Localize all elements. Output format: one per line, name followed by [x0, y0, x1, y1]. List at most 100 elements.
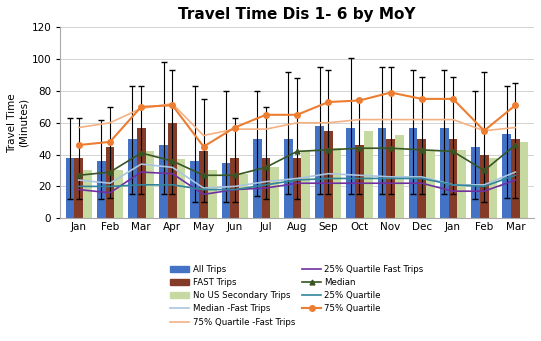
Median — [232, 173, 238, 177]
Legend: All Trips, FAST Trips, No US Secondary Trips, Median -Fast Trips, 75% Quartile -: All Trips, FAST Trips, No US Secondary T… — [170, 265, 424, 327]
Median — [169, 159, 176, 163]
75% Quartile -Fast Trips — [450, 118, 456, 122]
Bar — [284, 139, 293, 218]
Median -Fast Trips — [356, 173, 362, 177]
Median — [138, 151, 144, 155]
Bar — [511, 139, 520, 218]
Median — [419, 148, 425, 152]
Median — [262, 165, 269, 169]
75% Quartile -Fast Trips — [200, 133, 207, 137]
25% Quartile — [356, 176, 362, 180]
Bar — [386, 139, 395, 218]
25% Quartile Fast Trips — [512, 178, 519, 182]
75% Quartile -Fast Trips — [356, 118, 362, 122]
Median -Fast Trips — [512, 170, 519, 174]
Median — [512, 143, 519, 147]
Bar — [261, 158, 270, 218]
25% Quartile Fast Trips — [107, 191, 113, 195]
Bar — [489, 158, 497, 218]
75% Quartile — [232, 125, 238, 130]
Median -Fast Trips — [325, 172, 332, 176]
Bar — [190, 161, 199, 218]
Bar — [270, 167, 279, 218]
25% Quartile — [387, 176, 394, 180]
Bar — [230, 158, 239, 218]
Median — [107, 170, 113, 174]
Median -Fast Trips — [262, 180, 269, 184]
Bar — [315, 126, 324, 218]
75% Quartile — [356, 99, 362, 103]
Bar — [128, 139, 137, 218]
Median -Fast Trips — [200, 186, 207, 190]
Median — [481, 168, 487, 173]
25% Quartile Fast Trips — [262, 186, 269, 190]
Bar — [324, 131, 333, 218]
Bar — [457, 150, 466, 218]
Median -Fast Trips — [294, 176, 300, 180]
Line: 25% Quartile: 25% Quartile — [79, 175, 516, 190]
25% Quartile — [512, 173, 519, 177]
25% Quartile Fast Trips — [232, 188, 238, 192]
25% Quartile — [450, 183, 456, 187]
Bar — [222, 163, 230, 218]
75% Quartile -Fast Trips — [325, 121, 332, 125]
75% Quartile -Fast Trips — [387, 118, 394, 122]
75% Quartile — [325, 100, 332, 104]
75% Quartile — [512, 103, 519, 107]
25% Quartile Fast Trips — [138, 170, 144, 174]
25% Quartile Fast Trips — [356, 181, 362, 185]
75% Quartile -Fast Trips — [419, 118, 425, 122]
75% Quartile -Fast Trips — [76, 125, 82, 130]
Median — [450, 149, 456, 153]
Bar — [208, 170, 216, 218]
Bar — [105, 147, 114, 218]
25% Quartile — [232, 188, 238, 192]
25% Quartile Fast Trips — [450, 189, 456, 193]
75% Quartile — [450, 97, 456, 101]
75% Quartile — [294, 113, 300, 117]
75% Quartile -Fast Trips — [138, 106, 144, 110]
Bar — [355, 145, 364, 218]
25% Quartile — [138, 183, 144, 187]
Median -Fast Trips — [481, 183, 487, 187]
Bar — [520, 142, 529, 218]
Line: 75% Quartile -Fast Trips: 75% Quartile -Fast Trips — [79, 104, 516, 135]
Line: Median: Median — [76, 143, 518, 178]
25% Quartile — [76, 184, 82, 189]
Median -Fast Trips — [232, 184, 238, 189]
Bar — [440, 128, 448, 218]
Median -Fast Trips — [107, 181, 113, 185]
25% Quartile Fast Trips — [481, 189, 487, 193]
Median — [325, 148, 332, 152]
Median — [294, 149, 300, 153]
Median -Fast Trips — [450, 183, 456, 187]
25% Quartile Fast Trips — [169, 172, 176, 176]
75% Quartile — [138, 105, 144, 109]
25% Quartile — [294, 178, 300, 182]
75% Quartile -Fast Trips — [294, 121, 300, 125]
25% Quartile Fast Trips — [76, 188, 82, 192]
75% Quartile -Fast Trips — [169, 102, 176, 106]
Bar — [199, 151, 208, 218]
25% Quartile Fast Trips — [294, 181, 300, 185]
Median -Fast Trips — [169, 165, 176, 169]
Median — [200, 173, 207, 177]
75% Quartile — [419, 97, 425, 101]
Median -Fast Trips — [419, 175, 425, 179]
75% Quartile — [169, 103, 176, 107]
Bar — [97, 161, 105, 218]
Bar — [177, 159, 186, 218]
Bar — [448, 139, 457, 218]
Median — [387, 146, 394, 150]
Bar — [395, 135, 404, 218]
25% Quartile Fast Trips — [387, 181, 394, 185]
Bar — [426, 150, 435, 218]
25% Quartile — [419, 176, 425, 180]
Bar — [65, 158, 75, 218]
Bar — [364, 131, 373, 218]
Median -Fast Trips — [387, 175, 394, 179]
75% Quartile — [262, 113, 269, 117]
25% Quartile Fast Trips — [200, 192, 207, 196]
75% Quartile — [387, 90, 394, 94]
25% Quartile — [200, 188, 207, 192]
